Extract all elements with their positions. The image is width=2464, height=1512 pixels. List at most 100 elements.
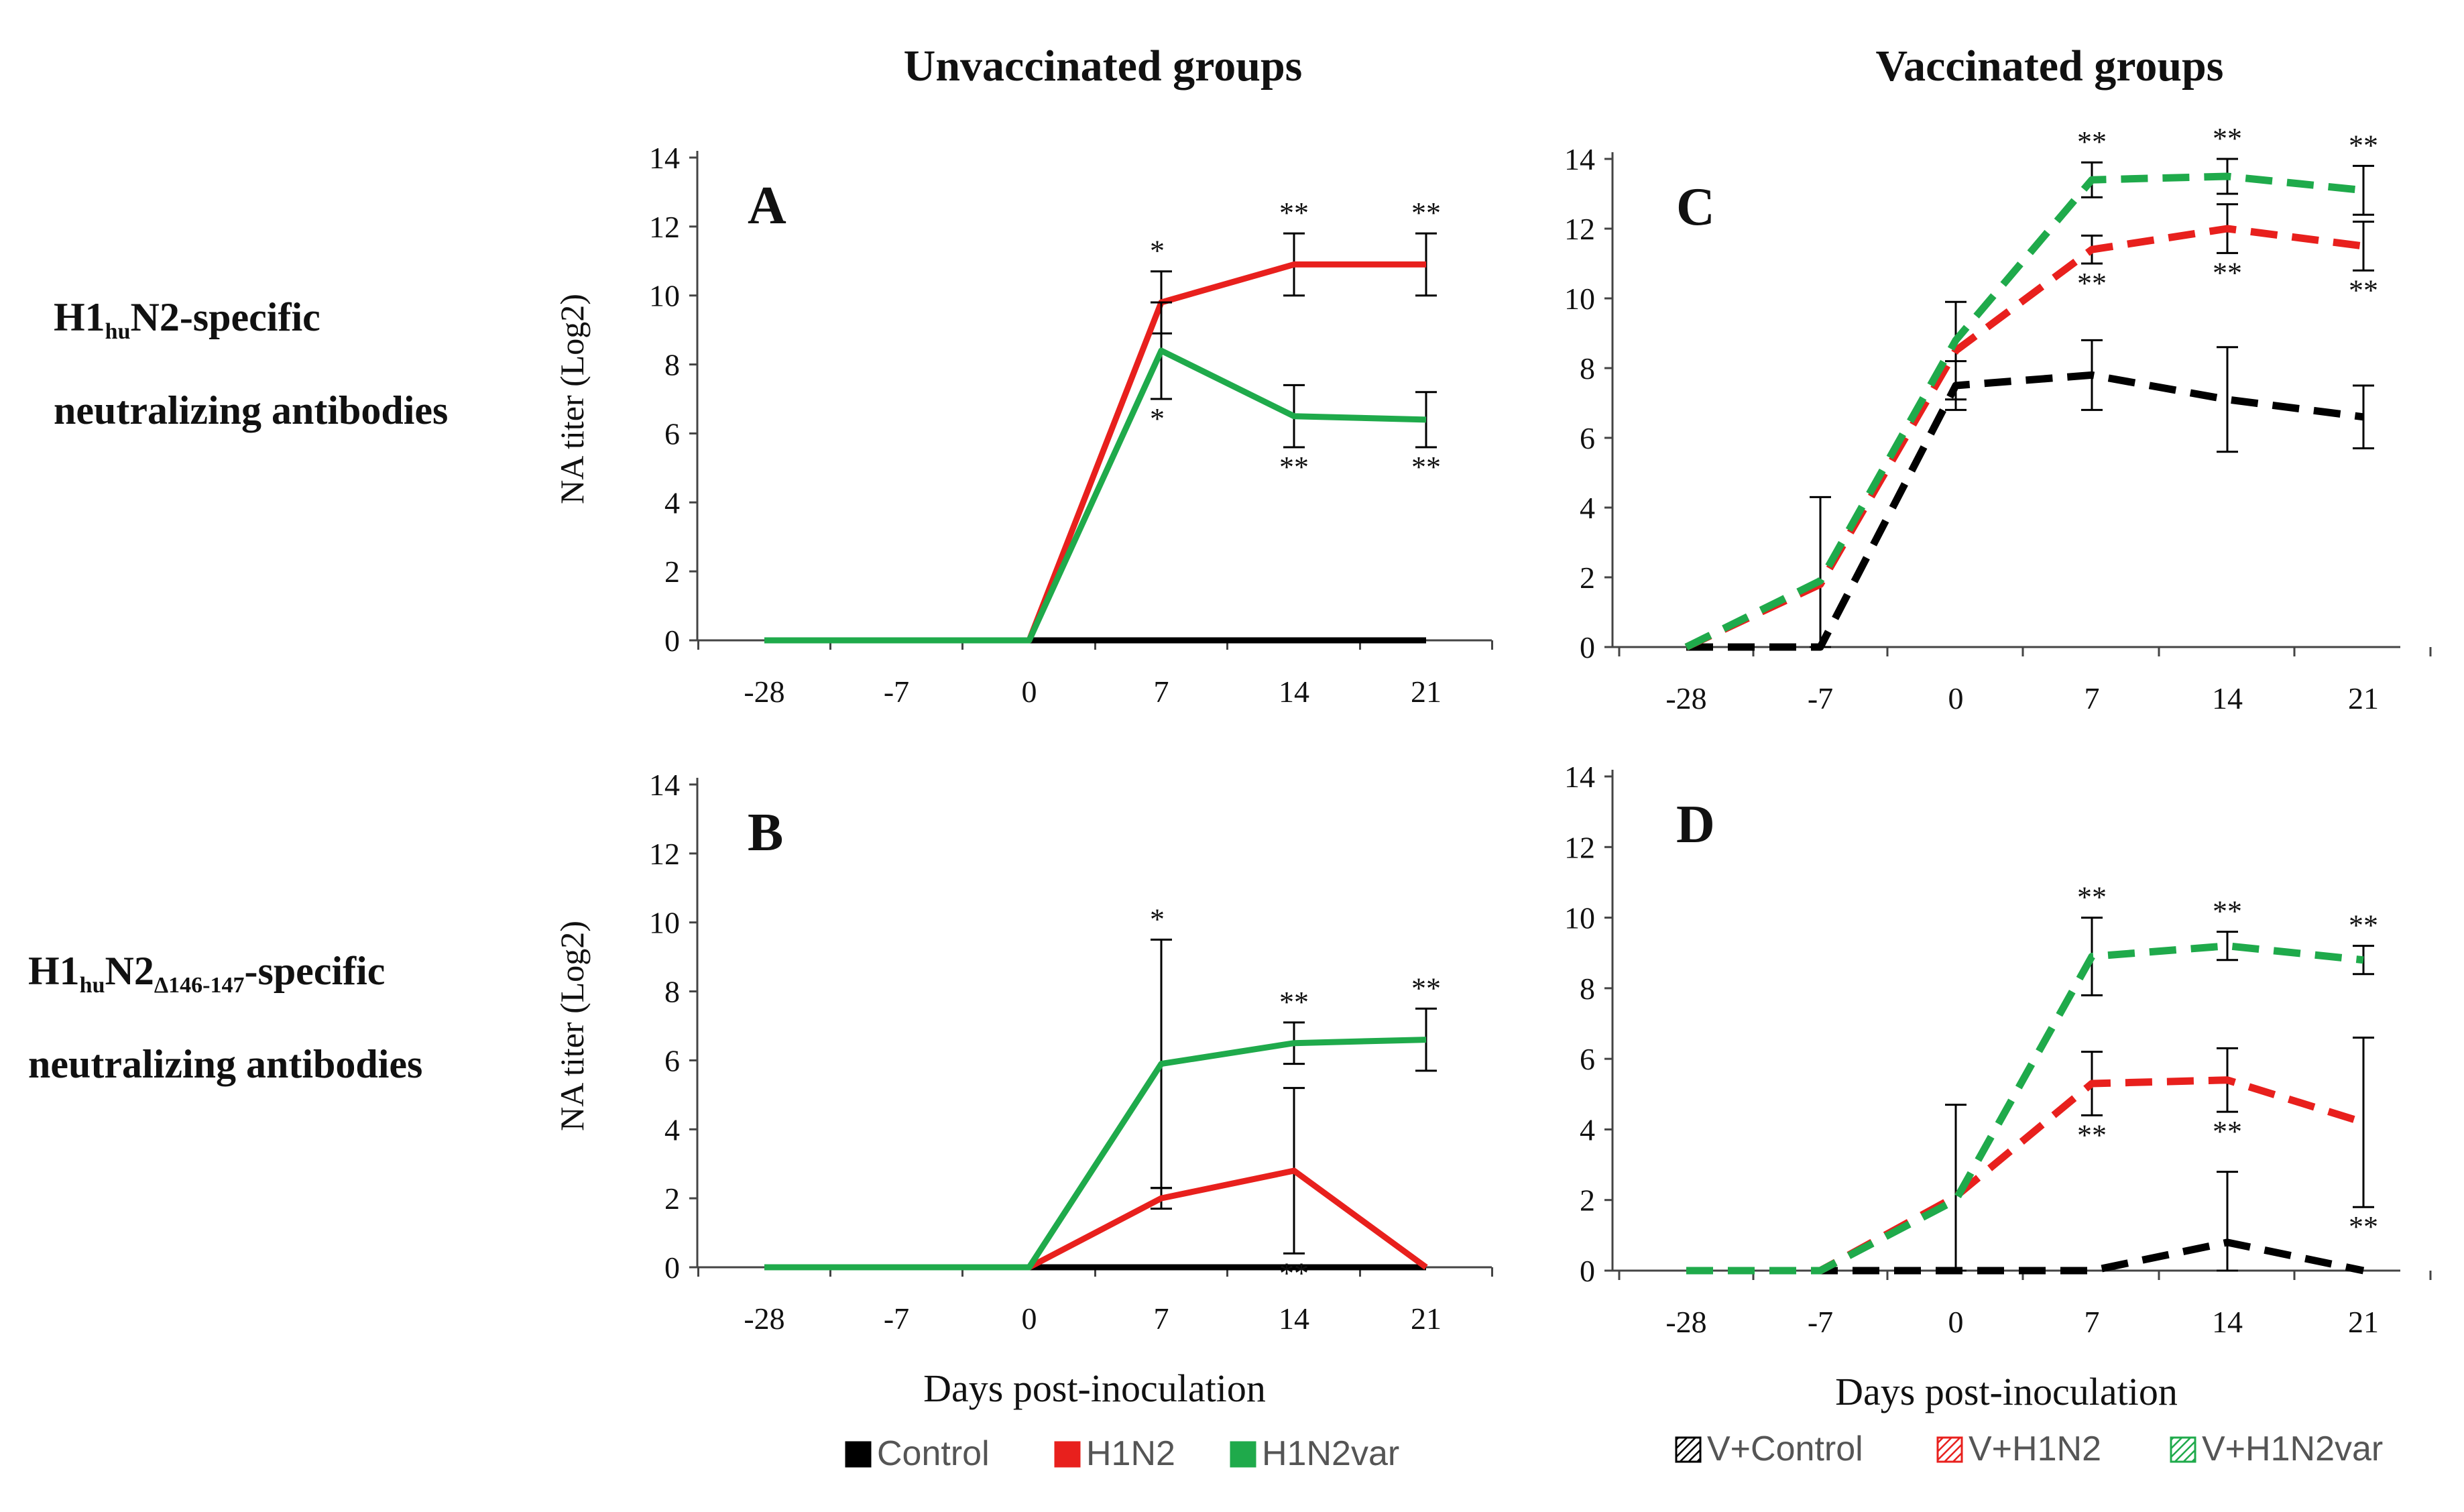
panel-c-significance-label: ** xyxy=(2213,256,2242,289)
panel-d-x-axis-title: Days post-inoculation xyxy=(1835,1370,2178,1413)
panel-a-y-tick-label: 0 xyxy=(664,624,680,658)
panel-d-significance-label: ** xyxy=(2213,895,2242,928)
panel-a-y-tick-label: 14 xyxy=(649,141,680,175)
legend-swatch xyxy=(1675,1436,1702,1463)
panel-c-x-tick-label: 14 xyxy=(2212,681,2243,715)
panel-a-significance-label: ** xyxy=(1279,451,1309,483)
legend-swatch xyxy=(1936,1436,1963,1463)
panel-c-significance-label: ** xyxy=(2077,125,2107,158)
panel-d-y-tick-label: 12 xyxy=(1564,830,1595,864)
panel-d-y-tick-label: 14 xyxy=(1564,760,1595,794)
panel-c-x-tick-label: -28 xyxy=(1665,681,1706,715)
legend-label: H1N2var xyxy=(1262,1434,1399,1473)
panel-a-significance-label: ** xyxy=(1411,451,1441,483)
panel-c-y-tick-label: 4 xyxy=(1580,491,1595,525)
panel-c-significance-label: ** xyxy=(2077,267,2107,300)
legend-swatch xyxy=(845,1441,872,1468)
panel-d-y-tick-label: 6 xyxy=(1580,1042,1595,1076)
panel-a-series-h1n2 xyxy=(764,261,1426,644)
legend-label: H1N2 xyxy=(1086,1434,1175,1473)
panel-b-x-tick-label: 0 xyxy=(1022,1301,1037,1336)
row-label-top-line2: neutralizing antibodies xyxy=(54,388,448,432)
legend-label: Control xyxy=(877,1434,990,1473)
panel-d-chart: 0 2 4 6 8 10 12 14 -28 -7 0 7 14 21 D Days post-inocula… xyxy=(1564,760,2432,1413)
panel-d-significance-label: ** xyxy=(2349,909,2378,942)
panel-c-x-tick-label: -7 xyxy=(1808,681,1833,715)
panel-b-letter: B xyxy=(748,803,783,862)
panel-a-y-tick-label: 10 xyxy=(649,279,680,313)
panel-c-x-tick-label: 21 xyxy=(2348,681,2379,715)
panel-b-significance-label: ** xyxy=(1411,972,1441,1004)
panel-a-series-h1n2var xyxy=(764,347,1427,644)
panel-a-significance-label: * xyxy=(1150,235,1165,268)
panel-d-x-tick-label: -7 xyxy=(1808,1305,1833,1339)
panel-c-series-v-h1n2 xyxy=(1684,225,2364,650)
panel-a-significance-label: * xyxy=(1150,402,1165,435)
panel-d-series-v-h1n2 xyxy=(1686,1076,2365,1275)
panel-b-y-tick-label: 8 xyxy=(664,975,680,1009)
legend-vaccinated: V+Control V+H1N2 V+H1N2var xyxy=(1675,1430,2383,1468)
panel-b-series-h1n2var xyxy=(764,1037,1427,1271)
column-title-left: Unvaccinated groups xyxy=(904,42,1303,91)
legend-unvaccinated: Control H1N2 H1N2var xyxy=(845,1434,1399,1473)
panel-d-series-v-control xyxy=(1686,1238,2365,1275)
panel-c-letter: C xyxy=(1676,178,1715,237)
panel-d-significance-label: ** xyxy=(2213,1115,2242,1148)
panel-c-y-tick-label: 6 xyxy=(1580,421,1595,455)
panel-b-y-tick-label: 2 xyxy=(664,1181,680,1216)
panel-a-letter: A xyxy=(748,176,786,235)
panel-b-significance-label: ** xyxy=(1279,986,1309,1019)
panel-d-y-tick-label: 2 xyxy=(1580,1183,1595,1218)
panel-a-x-tick-label: -7 xyxy=(884,675,909,709)
panel-c-significance-label: ** xyxy=(2213,122,2242,155)
panel-d-letter: D xyxy=(1676,795,1715,854)
legend-label: V+H1N2var xyxy=(2202,1430,2383,1468)
panel-a-x-tick-label: -28 xyxy=(744,675,784,709)
panel-a-x-tick-label: 0 xyxy=(1022,675,1037,709)
row-label-bottom-line2: neutralizing antibodies xyxy=(28,1042,422,1086)
panel-b-x-tick-label: 7 xyxy=(1154,1301,1169,1336)
panel-a-significance-label: ** xyxy=(1279,196,1309,229)
panel-d-x-tick-label: 21 xyxy=(2348,1305,2379,1339)
panel-c-y-tick-label: 2 xyxy=(1580,561,1595,595)
panel-b-y-tick-label: 12 xyxy=(649,837,680,871)
panel-c-x-tick-label: 7 xyxy=(2085,681,2100,715)
panel-b-x-tick-label: -28 xyxy=(744,1301,784,1336)
panel-a-y-tick-label: 8 xyxy=(664,348,680,382)
panel-d-x-tick-label: 7 xyxy=(2085,1305,2100,1339)
panel-b-chart: 0 2 4 6 8 10 12 14 -28 -7 0 7 14 21 B NA titer (Log2) Da… xyxy=(553,768,1493,1410)
panel-b-x-tick-label: 14 xyxy=(1279,1301,1309,1336)
panel-d-x-tick-label: 14 xyxy=(2212,1305,2243,1339)
panel-c-series-v-h1n2var xyxy=(1684,172,2364,650)
panel-d-series-v-h1n2var xyxy=(1686,942,2364,1275)
panel-d-y-tick-label: 8 xyxy=(1580,972,1595,1006)
panel-c-significance-label: ** xyxy=(2349,274,2378,306)
panel-d-significance-label: ** xyxy=(2077,1118,2107,1151)
panel-a-y-axis-title: NA titer (Log2) xyxy=(553,294,591,504)
legend-swatch xyxy=(1230,1441,1256,1468)
panel-a-y-tick-label: 12 xyxy=(649,210,680,244)
panel-a-x-tick-label: 14 xyxy=(1279,675,1309,709)
legend-swatch xyxy=(1054,1441,1081,1468)
panel-b-significance-label: ** xyxy=(1279,1257,1309,1289)
panel-d-y-tick-label: 0 xyxy=(1580,1254,1595,1288)
legend-label: V+H1N2 xyxy=(1969,1430,2101,1468)
column-title-right: Vaccinated groups xyxy=(1876,42,2224,91)
panel-d-y-tick-label: 4 xyxy=(1580,1112,1595,1147)
panel-d-x-tick-label: -28 xyxy=(1665,1305,1706,1339)
panel-c-significance-label: ** xyxy=(2349,129,2378,162)
panel-a-x-tick-label: 21 xyxy=(1411,675,1442,709)
panel-b-y-tick-label: 10 xyxy=(649,906,680,940)
row-label-bottom-line1: H1huN2Δ146-147-specific xyxy=(28,949,385,998)
panel-b-x-tick-label: 21 xyxy=(1411,1301,1442,1336)
panel-c-y-tick-label: 12 xyxy=(1564,212,1595,246)
panel-a-y-tick-label: 6 xyxy=(664,416,680,451)
panel-b-series-h1n2 xyxy=(764,1167,1428,1271)
panel-d-y-tick-label: 10 xyxy=(1564,901,1595,935)
panel-c-y-tick-label: 8 xyxy=(1580,351,1595,386)
panel-b-y-tick-label: 14 xyxy=(649,768,680,802)
panel-b-y-tick-label: 4 xyxy=(664,1112,680,1147)
panel-a-y-tick-label: 2 xyxy=(664,555,680,589)
